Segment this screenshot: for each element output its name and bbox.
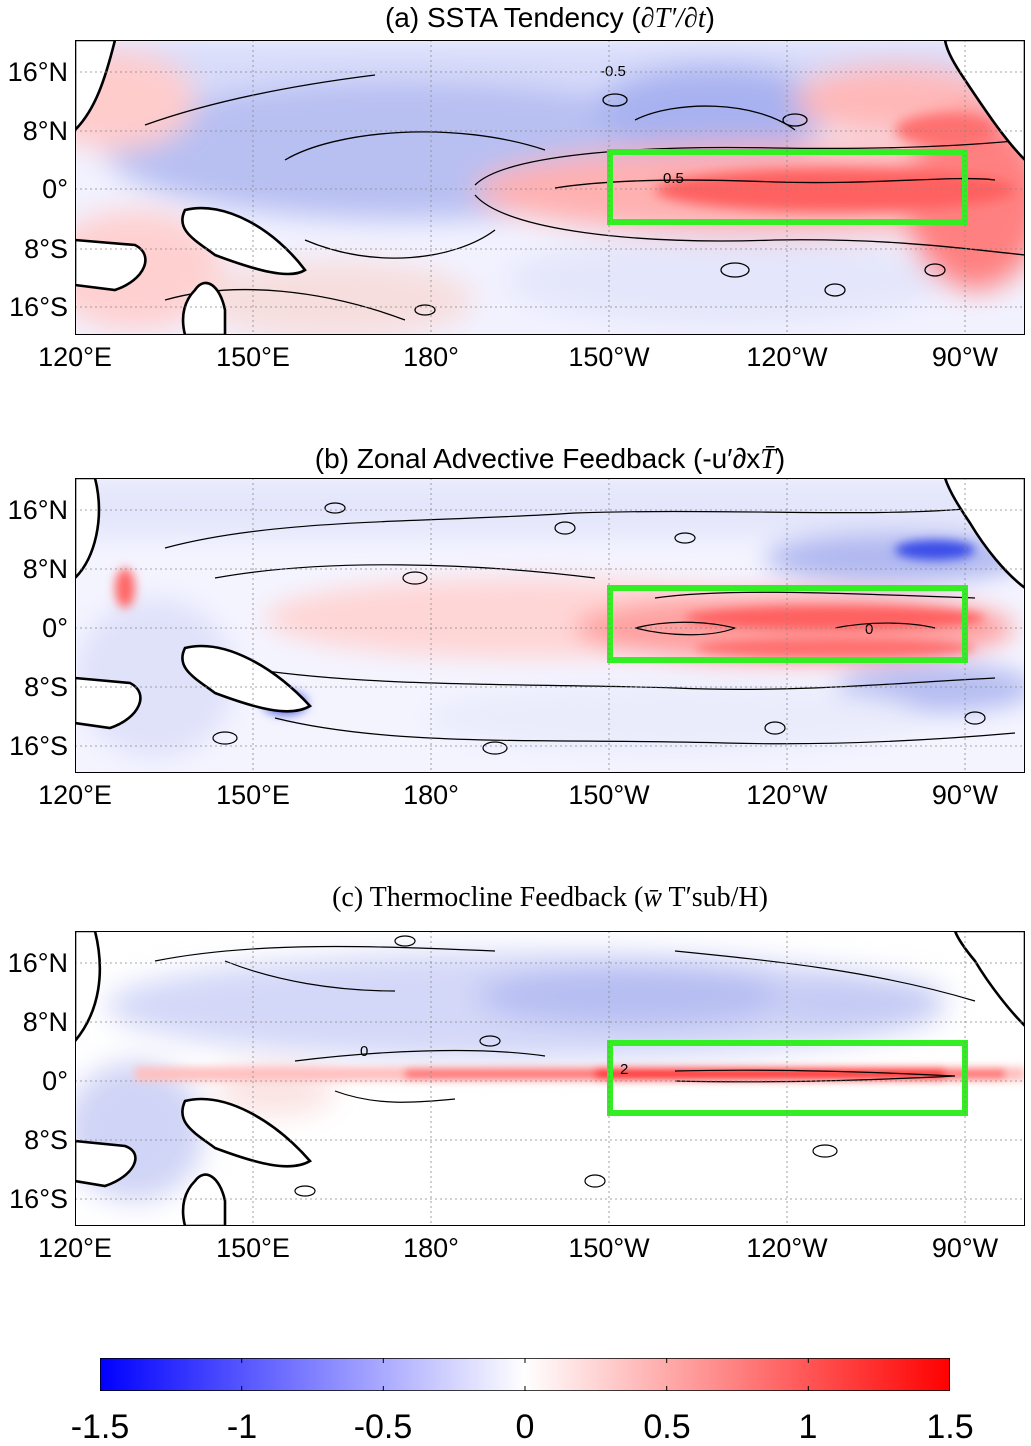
contour-label-c: 0 [360, 1043, 368, 1060]
colorbar-label-m1: -1 [226, 1408, 258, 1446]
lon-label-150w-b: 150°W [568, 780, 650, 810]
panel-b-title: (b) Zonal Advective Feedback (-u′∂xT̄) [314, 443, 786, 475]
lat-label-8s-c: 8°S [24, 1125, 68, 1155]
panel-c-map: 2 0 [75, 931, 1025, 1226]
lon-label-150w: 150°W [568, 342, 650, 372]
lat-label-16s: 16°S [9, 292, 68, 322]
lat-label-16n: 16°N [7, 57, 68, 87]
lon-label-120w: 120°W [746, 342, 828, 372]
lat-label-eq-b: 0° [42, 613, 68, 643]
colorbar-ticks [241, 1358, 809, 1391]
colorbar-gradient [100, 1358, 950, 1391]
lon-label-180: 180° [403, 342, 459, 372]
lat-label-16n-c: 16°N [7, 948, 68, 978]
lon-label-120e: 120°E [38, 342, 112, 372]
contour-label-b: 0 [865, 621, 873, 638]
lat-label-8n-b: 8°N [22, 554, 68, 584]
lat-label-8n: 8°N [22, 116, 68, 146]
lat-label-8s: 8°S [24, 234, 68, 264]
lat-label-16s-b: 16°S [9, 731, 68, 761]
colorbar-label-0.5: 0.5 [643, 1408, 691, 1446]
colorbar-label-1.5: 1.5 [926, 1408, 974, 1446]
lon-label-150e: 150°E [216, 342, 290, 372]
colorbar-label-m1.5: -1.5 [70, 1408, 130, 1446]
lat-label-16s-c: 16°S [9, 1184, 68, 1214]
lat-label-16n-b: 16°N [7, 495, 68, 525]
lon-label-120w-c: 120°W [746, 1233, 828, 1263]
panel-a-title: (a) SSTA Tendency (∂T′/∂t) [384, 2, 715, 34]
lon-label-120e-b: 120°E [38, 780, 112, 810]
lon-label-120w-b: 120°W [746, 780, 828, 810]
colorbar-label-m0.5: -0.5 [353, 1408, 413, 1446]
colorbar [100, 1358, 950, 1391]
colorbar-label-0: 0 [515, 1408, 535, 1446]
panel-b-map: 0 [75, 478, 1025, 773]
lon-label-120e-c: 120°E [38, 1233, 112, 1263]
panel-a-map: 0.5 -0.5 [75, 40, 1025, 335]
lat-label-eq-c: 0° [42, 1066, 68, 1096]
contour-label-a: 0.5 [663, 170, 684, 187]
contour-label-c-pos: 2 [620, 1061, 628, 1078]
lon-label-90w-c: 90°W [931, 1233, 999, 1263]
colorbar-label-1: 1 [798, 1408, 818, 1446]
lat-label-8n-c: 8°N [22, 1007, 68, 1037]
panel-c-title: (c) Thermocline Feedback (w̄ T′sub/H) [332, 882, 768, 913]
lon-label-180-b: 180° [403, 780, 459, 810]
lon-label-150e-b: 150°E [216, 780, 290, 810]
lon-label-150w-c: 150°W [568, 1233, 650, 1263]
lon-label-90w-b: 90°W [931, 780, 999, 810]
lon-label-180-c: 180° [403, 1233, 459, 1263]
lon-label-150e-c: 150°E [216, 1233, 290, 1263]
lat-label-eq: 0° [42, 174, 68, 204]
lat-label-8s-b: 8°S [24, 672, 68, 702]
lon-label-90w: 90°W [931, 342, 999, 372]
contour-label-a-neg: -0.5 [600, 63, 626, 80]
